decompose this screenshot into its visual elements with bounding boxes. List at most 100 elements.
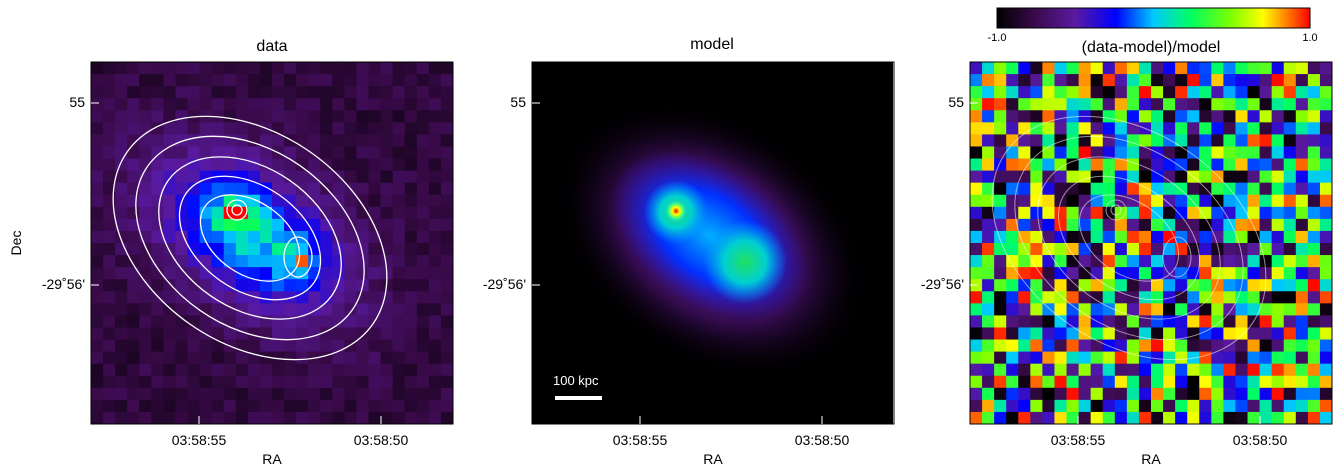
pixel	[1259, 375, 1273, 389]
pixel	[1259, 122, 1273, 135]
pixel	[380, 255, 394, 268]
pixel	[1235, 86, 1249, 99]
pixel	[970, 158, 983, 172]
pixel	[1018, 74, 1031, 87]
pixel	[1114, 387, 1128, 401]
pixel	[259, 110, 273, 123]
pixel	[392, 279, 406, 292]
pixel	[970, 375, 983, 389]
pixel	[211, 86, 225, 99]
pixel	[1211, 170, 1224, 184]
pixel	[392, 399, 406, 413]
pixel	[1078, 399, 1092, 413]
pixel	[1042, 351, 1055, 365]
pixel	[223, 122, 237, 135]
pixel	[1259, 170, 1273, 184]
pixel	[1199, 267, 1212, 280]
pixel	[1054, 74, 1068, 87]
pixel	[356, 255, 370, 268]
pixel	[1187, 134, 1200, 147]
pixel	[356, 122, 370, 135]
pixel	[404, 351, 418, 365]
pixel	[320, 315, 333, 328]
pixel	[1042, 146, 1055, 160]
pixel	[380, 74, 394, 87]
pixel	[1163, 243, 1176, 256]
pixel	[320, 243, 333, 256]
pixel	[115, 351, 128, 365]
pixel	[296, 218, 309, 232]
pixel	[1307, 230, 1321, 244]
pixel	[356, 194, 370, 208]
pixel	[308, 182, 321, 196]
pixel	[994, 134, 1007, 147]
pixel	[308, 122, 321, 135]
pixel	[982, 98, 995, 111]
pixel	[368, 134, 382, 147]
pixel	[296, 255, 309, 268]
pixel	[91, 375, 104, 389]
pixel	[1211, 327, 1224, 341]
pixel	[1247, 170, 1261, 184]
pixel	[151, 86, 164, 99]
pixel	[163, 327, 176, 341]
pixel	[970, 399, 983, 413]
pixel	[1199, 74, 1212, 87]
colorbar-max: 1.0	[1302, 32, 1317, 44]
pixel	[1042, 158, 1055, 172]
pixel	[320, 194, 333, 208]
pixel	[994, 411, 1007, 425]
pixel	[223, 399, 237, 413]
pixel	[1006, 194, 1019, 208]
pixel	[1199, 387, 1212, 401]
pixel	[1307, 327, 1321, 341]
pixel	[416, 230, 430, 244]
pixel	[1223, 110, 1236, 123]
pixel	[1114, 255, 1128, 268]
pixel	[272, 110, 285, 123]
pixel	[223, 182, 237, 196]
pixel	[1283, 327, 1297, 341]
pixel	[404, 243, 418, 256]
pixel	[211, 387, 225, 401]
pixel	[1175, 110, 1188, 123]
pixel	[1247, 243, 1261, 256]
pixel	[1018, 158, 1031, 172]
pixel	[1307, 351, 1321, 365]
pixel	[368, 206, 382, 220]
pixel	[1271, 327, 1285, 341]
pixel	[332, 363, 345, 377]
pixel	[1235, 399, 1249, 413]
pixel	[994, 230, 1007, 244]
pixel	[284, 291, 297, 304]
pixel	[1006, 134, 1019, 147]
pixel	[982, 122, 995, 135]
pixel	[994, 279, 1007, 292]
pixel	[1102, 399, 1116, 413]
pixel	[1066, 98, 1080, 111]
pixel	[163, 363, 176, 377]
pixel	[440, 387, 454, 401]
pixel	[1042, 267, 1055, 280]
pixel	[1114, 339, 1128, 353]
pixel	[1223, 291, 1236, 304]
pixel	[308, 291, 321, 304]
scale-bar-label: 100 kpc	[553, 373, 599, 388]
pixel	[1163, 86, 1176, 99]
pixel	[1163, 134, 1176, 147]
pixel	[320, 170, 333, 184]
pixel	[115, 110, 128, 123]
pixel	[1295, 399, 1309, 413]
contours	[112, 115, 388, 361]
pixel	[1271, 182, 1285, 196]
pixel	[151, 62, 164, 75]
pixel	[1319, 206, 1333, 220]
pixel	[1283, 411, 1297, 425]
pixel	[1175, 134, 1188, 147]
pixel	[1151, 170, 1164, 184]
pixel	[380, 110, 394, 123]
pixel	[344, 243, 357, 256]
pixel	[175, 327, 189, 341]
pixel	[1283, 134, 1297, 147]
pixel	[380, 158, 394, 172]
